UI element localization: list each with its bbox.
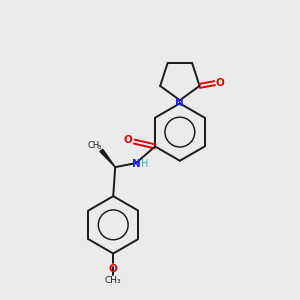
Text: N: N	[175, 98, 184, 108]
Text: N: N	[132, 158, 141, 169]
Text: CH₃: CH₃	[105, 276, 122, 285]
Text: O: O	[124, 135, 133, 145]
Polygon shape	[100, 149, 115, 167]
Text: ₃: ₃	[98, 142, 101, 151]
Text: O: O	[109, 264, 118, 274]
Text: H: H	[141, 158, 148, 169]
Text: O: O	[216, 78, 225, 88]
Text: CH: CH	[88, 141, 100, 150]
